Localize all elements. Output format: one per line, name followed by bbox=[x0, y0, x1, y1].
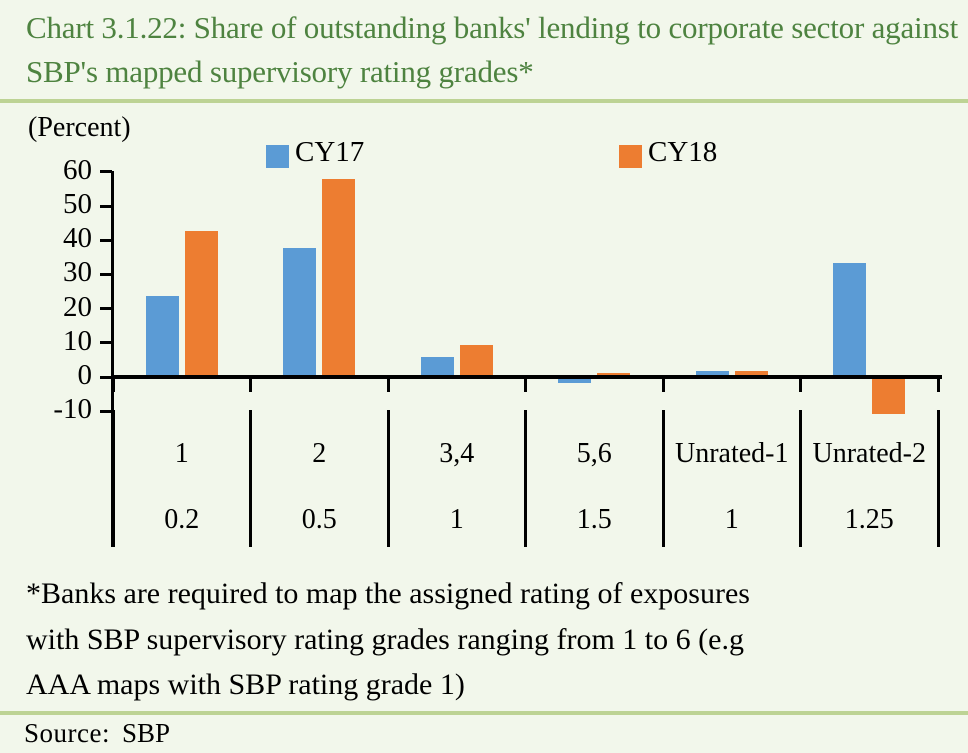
y-tick-label: 40 bbox=[63, 222, 92, 255]
y-tick-mark bbox=[100, 272, 112, 276]
source-line: Source: SBP bbox=[24, 718, 170, 749]
y-tick-mark bbox=[100, 341, 112, 345]
legend-label-cy17: CY17 bbox=[295, 136, 365, 168]
bar-cy18-2 bbox=[322, 178, 356, 377]
source-divider-rule bbox=[0, 711, 968, 715]
legend-label-cy18: CY18 bbox=[648, 136, 718, 168]
bar-cy17-5,6 bbox=[558, 379, 592, 384]
chart-footnote: *Banks are required to map the assigned … bbox=[26, 571, 956, 708]
footnote-line-2: with SBP supervisory rating grades rangi… bbox=[26, 622, 744, 656]
category-divider bbox=[524, 410, 527, 547]
category-divider bbox=[661, 410, 665, 547]
x-axis-boundary-tick bbox=[661, 379, 665, 392]
bar-cy17-1 bbox=[145, 295, 179, 377]
y-tick-label: 50 bbox=[63, 188, 92, 220]
footnote-line-3: AAA maps with SBP rating grade 1) bbox=[26, 668, 465, 702]
x-axis-line bbox=[111, 375, 942, 379]
y-tick-mark bbox=[100, 238, 112, 242]
category-label: Unrated-2 bbox=[812, 438, 926, 469]
category-label: Unrated-1 bbox=[674, 438, 789, 469]
category-sublabel: 1.25 bbox=[844, 504, 894, 535]
bar-cy17-2 bbox=[283, 248, 317, 377]
y-tick-mark bbox=[100, 307, 112, 311]
title-divider-rule bbox=[0, 99, 968, 103]
category-divider bbox=[936, 410, 940, 547]
legend-swatch-cy18 bbox=[619, 145, 642, 168]
category-label: 1 bbox=[174, 438, 189, 469]
category-sublabel: 1 bbox=[449, 504, 464, 535]
x-axis-boundary-tick bbox=[936, 379, 940, 392]
x-axis-boundary-tick bbox=[249, 379, 252, 392]
category-divider bbox=[249, 410, 252, 547]
source-label: Source: bbox=[24, 718, 110, 748]
y-tick-label: 20 bbox=[63, 290, 92, 323]
category-sublabel: 0.5 bbox=[301, 504, 337, 535]
bar-cy17-3,4 bbox=[420, 357, 454, 377]
category-sublabel: 1 bbox=[724, 504, 739, 535]
source-value: SBP bbox=[121, 718, 171, 748]
bar-cy17-Unrated-1 bbox=[695, 370, 729, 377]
category-divider bbox=[799, 410, 802, 547]
x-axis-boundary-tick bbox=[799, 379, 802, 392]
y-tick-mark bbox=[100, 375, 112, 379]
y-tick-label: 10 bbox=[63, 324, 92, 357]
category-label: 3,4 bbox=[439, 438, 475, 469]
category-label: 2 bbox=[312, 438, 327, 469]
bar-cy18-3,4 bbox=[459, 344, 493, 377]
y-tick-label: -10 bbox=[53, 393, 92, 426]
footnote-line-1: *Banks are required to map the assigned … bbox=[26, 577, 750, 610]
category-label: 5,6 bbox=[576, 438, 612, 469]
bar-cy17-Unrated-2 bbox=[833, 263, 867, 377]
category-sublabel: 0.2 bbox=[164, 504, 200, 535]
category-divider bbox=[386, 410, 390, 547]
legend-swatch-cy17 bbox=[266, 145, 289, 168]
y-tick-label: 0 bbox=[77, 359, 93, 391]
category-sublabel: 1.5 bbox=[576, 504, 612, 535]
x-axis-boundary-tick bbox=[386, 379, 390, 392]
y-tick-label: 60 bbox=[63, 153, 92, 186]
bar-cy18-Unrated-1 bbox=[734, 370, 768, 377]
y-tick-label: 30 bbox=[63, 256, 92, 289]
y-tick-mark bbox=[100, 204, 112, 208]
x-axis-boundary-tick bbox=[524, 379, 527, 392]
bar-cy18-Unrated-2 bbox=[872, 379, 906, 415]
y-axis-line bbox=[111, 171, 114, 547]
y-tick-mark bbox=[100, 170, 112, 174]
bar-cy18-1 bbox=[184, 230, 218, 377]
chart-title: Chart 3.1.22: Share of outstanding banks… bbox=[26, 10, 959, 90]
y-axis-unit-label: (Percent) bbox=[28, 112, 131, 143]
y-tick-mark bbox=[100, 409, 112, 413]
